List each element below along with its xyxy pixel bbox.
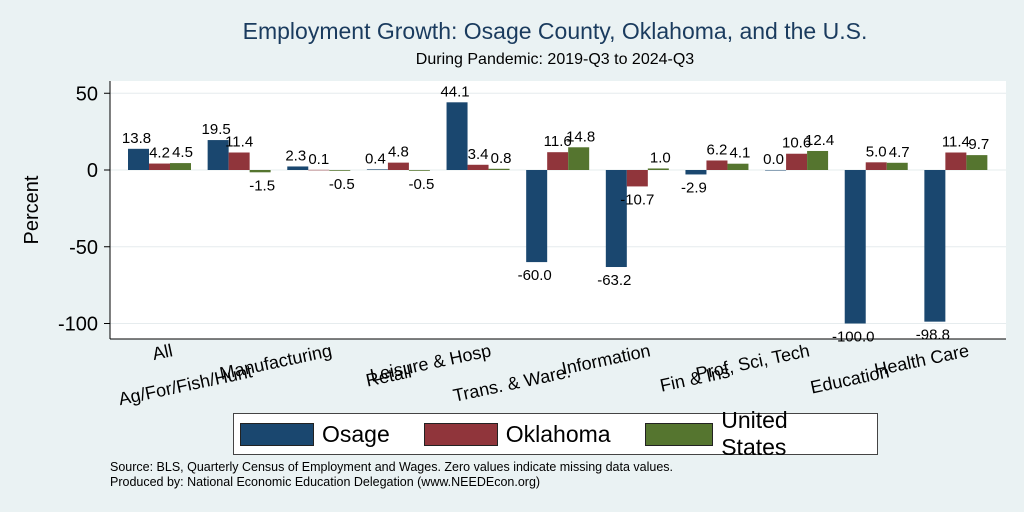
data-label: 4.2 bbox=[149, 145, 170, 162]
bar-united-states bbox=[966, 155, 988, 170]
bar-oklahoma bbox=[228, 152, 250, 170]
data-label: 4.1 bbox=[730, 145, 751, 162]
y-tick-label: -100 bbox=[58, 314, 98, 336]
y-tick-label: -50 bbox=[69, 237, 98, 259]
legend-label-united-states: United States bbox=[721, 407, 788, 460]
bar-oklahoma bbox=[706, 160, 728, 170]
legend-item-united-states: United States bbox=[644, 407, 849, 461]
legend-item-oklahoma: Oklahoma bbox=[423, 420, 611, 448]
data-label: 14.8 bbox=[566, 128, 595, 145]
chart-title: Employment Growth: Osage County, Oklahom… bbox=[242, 18, 868, 44]
bar-osage bbox=[685, 170, 707, 175]
bar-osage bbox=[366, 169, 388, 170]
legend-swatch-united-states bbox=[644, 422, 714, 446]
data-label: 4.5 bbox=[172, 144, 193, 161]
x-tick-label: Leisure & Hosp bbox=[368, 340, 493, 385]
data-label: 9.7 bbox=[968, 136, 989, 153]
bar-osage bbox=[924, 170, 946, 322]
data-label: -63.2 bbox=[597, 272, 631, 289]
bar-osage bbox=[844, 170, 866, 324]
legend: Osage Oklahoma United States bbox=[233, 407, 878, 460]
data-label: 3.4 bbox=[468, 146, 489, 163]
data-label: 0.8 bbox=[491, 150, 512, 167]
bar-oklahoma bbox=[308, 169, 330, 171]
data-label: 0.1 bbox=[308, 151, 329, 168]
bar-oklahoma bbox=[387, 162, 409, 170]
data-label: 44.1 bbox=[440, 83, 469, 100]
bar-osage bbox=[765, 170, 787, 171]
data-label: 12.4 bbox=[805, 132, 834, 149]
source-note: Source: BLS, Quarterly Census of Employm… bbox=[110, 460, 673, 490]
bar-osage bbox=[287, 166, 309, 170]
data-label: -60.0 bbox=[518, 267, 552, 284]
chart-subtitle: During Pandemic: 2019-Q3 to 2024-Q3 bbox=[415, 51, 695, 68]
data-label: -1.5 bbox=[249, 177, 275, 194]
data-label: 0.4 bbox=[365, 150, 386, 167]
bar-osage bbox=[605, 170, 627, 268]
data-label: 13.8 bbox=[122, 130, 151, 147]
data-label: -0.5 bbox=[329, 176, 355, 193]
plot-area bbox=[110, 81, 1006, 339]
bar-oklahoma bbox=[945, 152, 967, 170]
data-label: 2.3 bbox=[285, 147, 306, 164]
x-tick-label: Trans. & Ware. bbox=[451, 361, 572, 405]
bar-united-states bbox=[408, 170, 430, 171]
x-tick-label: All bbox=[151, 340, 175, 364]
source-text: Source: BLS, Quarterly Census of Employm… bbox=[110, 460, 674, 474]
data-label: 4.7 bbox=[889, 144, 910, 161]
produced-by-text: Produced by: National Economic Education… bbox=[110, 475, 541, 489]
bar-united-states bbox=[488, 168, 510, 170]
x-tick-label: Prof, Sci, Tech bbox=[694, 340, 811, 384]
legend-item-osage: Osage bbox=[240, 421, 390, 448]
data-label: 11.4 bbox=[942, 134, 970, 151]
data-label: 0.0 bbox=[763, 151, 784, 168]
data-label: 10.6 bbox=[782, 135, 811, 152]
bar-oklahoma bbox=[547, 152, 569, 170]
data-label: -100.0 bbox=[832, 329, 875, 346]
data-label: -98.8 bbox=[916, 327, 950, 344]
bar-united-states bbox=[568, 147, 590, 170]
y-tick-label: 0 bbox=[87, 160, 98, 182]
data-label: 6.2 bbox=[707, 141, 728, 158]
bar-oklahoma bbox=[467, 164, 489, 170]
bar-united-states bbox=[170, 163, 191, 170]
bar-osage bbox=[446, 102, 468, 170]
data-label: -2.9 bbox=[681, 179, 707, 196]
bar-united-states bbox=[727, 163, 749, 170]
bar-osage bbox=[207, 140, 229, 170]
bar-united-states bbox=[886, 162, 908, 170]
bar-osage bbox=[526, 170, 548, 263]
bar-united-states bbox=[329, 170, 351, 171]
bar-united-states bbox=[249, 170, 271, 173]
bar-united-states bbox=[807, 150, 829, 170]
data-label: 1.0 bbox=[650, 149, 671, 166]
data-label: -10.7 bbox=[620, 191, 654, 208]
bar-oklahoma bbox=[626, 170, 648, 187]
bar-chart: 13.84.2 4.519.511.4-1.52.3 0.1-0.50.4 4.8-0… bbox=[21, 81, 1006, 409]
x-tick-label: Manufacturing bbox=[218, 340, 334, 383]
y-tick-label: 50 bbox=[76, 83, 98, 105]
bar-oklahoma bbox=[865, 162, 887, 170]
data-label: 4.8 bbox=[388, 144, 409, 161]
bar-osage bbox=[128, 148, 149, 170]
legend-label-oklahoma: Oklahoma bbox=[505, 420, 611, 447]
bar-united-states bbox=[647, 168, 669, 170]
bar-oklahoma bbox=[786, 153, 808, 170]
legend-swatch-oklahoma bbox=[423, 422, 498, 446]
data-label: 11.4 bbox=[225, 134, 253, 151]
data-label: 19.5 bbox=[202, 121, 231, 138]
x-tick-label: Health Care bbox=[873, 340, 971, 380]
data-label: 5.0 bbox=[866, 143, 887, 160]
y-axis-label: Percent bbox=[21, 175, 43, 244]
legend-swatch-osage bbox=[240, 422, 314, 446]
legend-label-osage: Osage bbox=[322, 420, 390, 447]
data-label: 11.6 bbox=[544, 133, 572, 150]
bar-oklahoma bbox=[149, 163, 170, 170]
x-tick-label: Information bbox=[560, 340, 652, 378]
data-label: -0.5 bbox=[408, 176, 434, 193]
